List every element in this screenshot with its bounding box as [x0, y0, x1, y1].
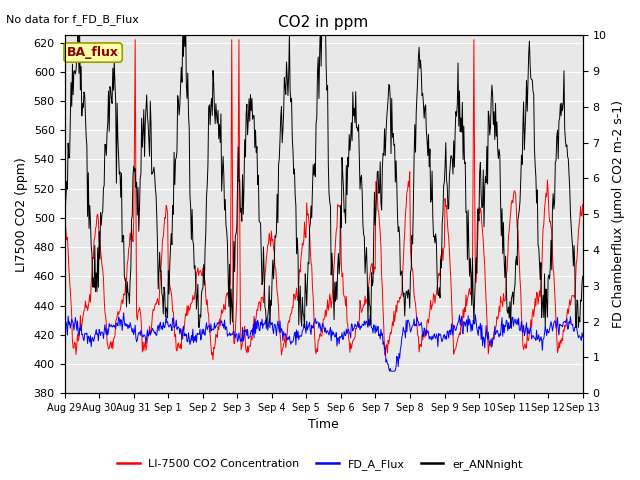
- er_ANNnight: [61, 192, 68, 198]
- Legend: LI-7500 CO2 Concentration, FD_A_Flux, er_ANNnight: LI-7500 CO2 Concentration, FD_A_Flux, er…: [113, 455, 527, 474]
- Line: FD_A_Flux: FD_A_Flux: [65, 313, 583, 371]
- LI-7500 CO2 Concentration: [70, 345, 77, 351]
- er_ANNnight: [70, 69, 77, 74]
- X-axis label: Time: Time: [308, 419, 339, 432]
- er_ANNnight: [204, 162, 212, 168]
- er_ANNnight: [388, 96, 396, 101]
- er_ANNnight: [176, 102, 184, 108]
- Y-axis label: FD Chamberflux (µmol CO2 m-2 s-1): FD Chamberflux (µmol CO2 m-2 s-1): [612, 100, 625, 328]
- FD_A_Flux: [120, 310, 127, 316]
- FD_A_Flux: [579, 334, 587, 340]
- Y-axis label: LI7500 CO2 (ppm): LI7500 CO2 (ppm): [15, 157, 28, 272]
- FD_A_Flux: [403, 329, 411, 335]
- FD_A_Flux: [386, 368, 394, 374]
- Text: BA_flux: BA_flux: [67, 46, 119, 59]
- LI-7500 CO2 Concentration: [388, 326, 396, 332]
- LI-7500 CO2 Concentration: [124, 261, 131, 267]
- er_ANNnight: [124, 279, 131, 285]
- Line: er_ANNnight: er_ANNnight: [65, 0, 583, 327]
- LI-7500 CO2 Concentration: [177, 341, 184, 347]
- FD_A_Flux: [70, 327, 77, 333]
- FD_A_Flux: [61, 319, 68, 324]
- FD_A_Flux: [177, 326, 184, 332]
- LI-7500 CO2 Concentration: [209, 357, 217, 362]
- FD_A_Flux: [388, 368, 396, 374]
- LI-7500 CO2 Concentration: [131, 37, 139, 43]
- LI-7500 CO2 Concentration: [61, 217, 68, 223]
- er_ANNnight: [195, 324, 202, 330]
- FD_A_Flux: [204, 324, 212, 330]
- LI-7500 CO2 Concentration: [204, 309, 212, 314]
- LI-7500 CO2 Concentration: [579, 202, 587, 207]
- Line: LI-7500 CO2 Concentration: LI-7500 CO2 Concentration: [65, 40, 583, 360]
- FD_A_Flux: [124, 326, 132, 332]
- Title: CO2 in ppm: CO2 in ppm: [278, 15, 369, 30]
- er_ANNnight: [403, 288, 411, 294]
- LI-7500 CO2 Concentration: [403, 189, 411, 195]
- er_ANNnight: [579, 273, 587, 279]
- Text: No data for f_FD_B_Flux: No data for f_FD_B_Flux: [6, 14, 140, 25]
